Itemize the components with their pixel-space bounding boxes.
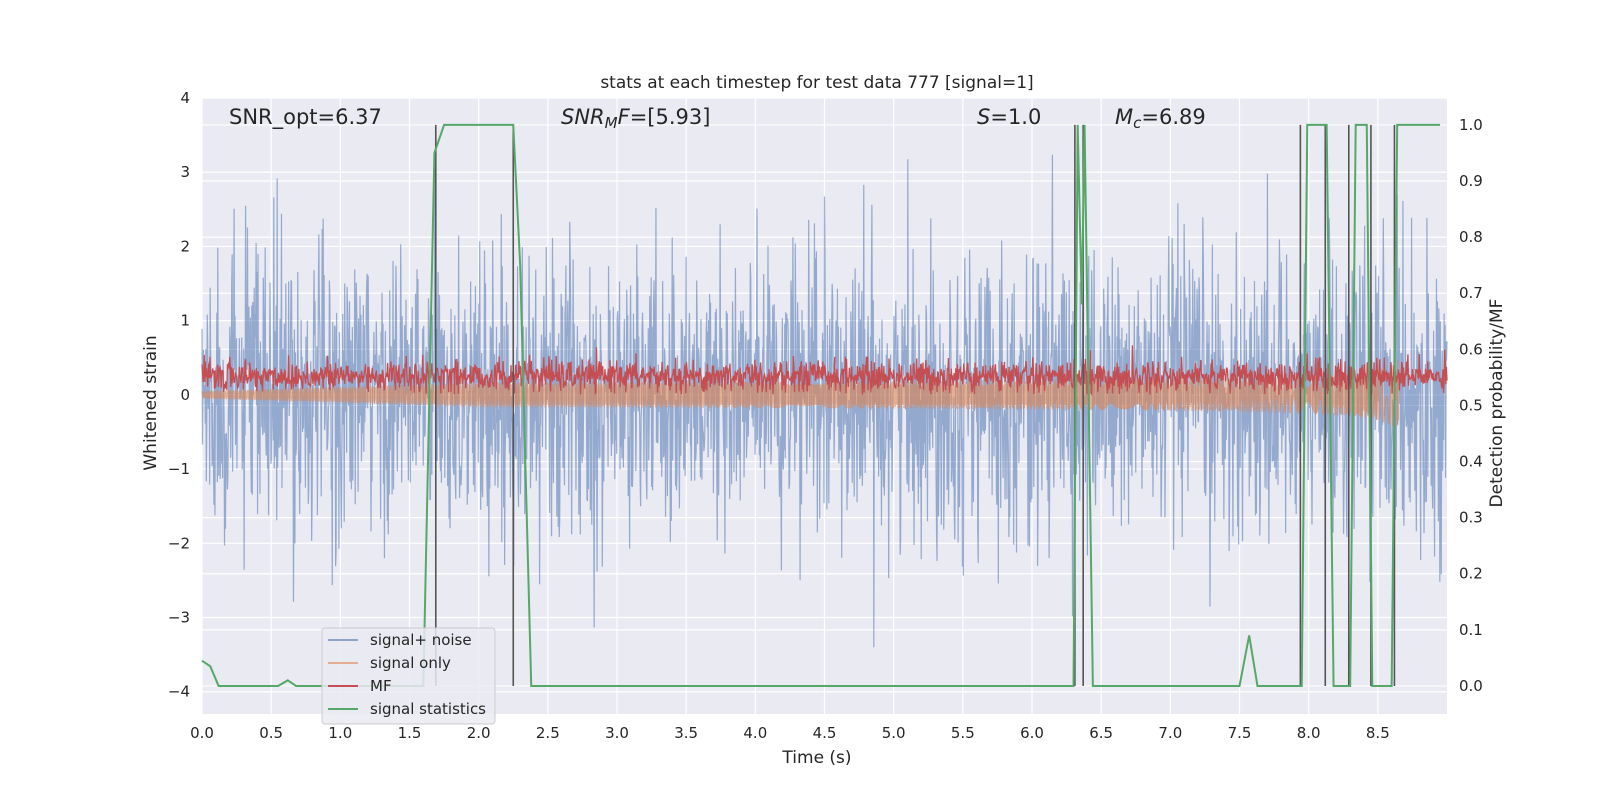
y-right-tick-label: 0.0 — [1459, 677, 1483, 695]
snr-mf-sub: M — [605, 114, 618, 132]
y-right-tick-label: 0.5 — [1459, 396, 1483, 414]
x-tick-label: 3.5 — [674, 724, 698, 742]
legend-label-signal-statistics: signal statistics — [370, 700, 486, 718]
x-tick-label: 7.5 — [1228, 724, 1252, 742]
legend: signal+ noise signal only MF signal stat… — [321, 627, 496, 725]
x-tick-label: 1.5 — [398, 724, 422, 742]
x-tick-label: 5.0 — [882, 724, 906, 742]
series-signal-only — [201, 360, 1400, 428]
y-right-tick-label: 0.2 — [1459, 565, 1483, 583]
snr-mf-value: =[5.93] — [630, 105, 711, 129]
x-tick-label: 8.5 — [1366, 724, 1390, 742]
x-tick-label: 1.0 — [328, 724, 352, 742]
snr-mf-base: SNR — [561, 105, 605, 129]
y-right-tick-label: 0.4 — [1459, 453, 1483, 471]
y-right-tick-label: 0.7 — [1459, 284, 1483, 302]
plot-area — [201, 97, 1448, 714]
x-tick-label: 4.0 — [743, 724, 767, 742]
x-tick-label: 2.0 — [467, 724, 491, 742]
y-left-tick-label: 3 — [180, 163, 190, 181]
snr-mf-tail: F — [618, 105, 631, 129]
y-left-tick-label: −2 — [168, 534, 190, 552]
y-right-tick-label: 1.0 — [1459, 116, 1483, 134]
y-left-tick-label: 2 — [180, 237, 190, 255]
x-tick-label: 7.0 — [1158, 724, 1182, 742]
y-left-tick-label: −4 — [168, 683, 190, 701]
y-left-tick-label: −3 — [168, 609, 190, 627]
y-right-tick-label: 0.6 — [1459, 340, 1483, 358]
y-axis-title-left: Whitened strain — [141, 335, 161, 470]
mc-value: =6.89 — [1141, 105, 1205, 129]
x-tick-label: 6.0 — [1020, 724, 1044, 742]
mc-sub: c — [1133, 114, 1142, 132]
legend-label-signal-noise: signal+ noise — [370, 631, 472, 649]
annotation-mc: Mc=6.89 — [1115, 105, 1206, 132]
x-tick-label: 4.5 — [813, 724, 837, 742]
y-left-tick-label: 1 — [180, 312, 190, 330]
x-tick-label: 6.5 — [1089, 724, 1113, 742]
legend-box — [321, 627, 496, 725]
s-value: =1.0 — [990, 105, 1041, 129]
annotation-snr-mf: SNRMF=[5.93] — [561, 105, 710, 132]
chart-title: stats at each timestep for test data 777… — [600, 73, 1033, 93]
y-left-tick-label: 0 — [180, 386, 190, 404]
legend-label-signal-only: signal only — [370, 654, 451, 672]
x-tick-label: 5.5 — [951, 724, 975, 742]
annotation-snr-opt: SNR_opt=6.37 — [229, 105, 382, 130]
y-right-tick-label: 0.3 — [1459, 509, 1483, 527]
y-axis-title-right: Detection probability/MF — [1487, 299, 1507, 508]
series-signal-statistics — [201, 123, 1441, 687]
x-tick-label: 3.0 — [605, 724, 629, 742]
y-right-tick-label: 0.9 — [1459, 172, 1483, 190]
y-left-tick-label: −1 — [168, 460, 190, 478]
annotation-s: S=1.0 — [977, 105, 1041, 129]
x-tick-label: 0.5 — [259, 724, 283, 742]
s-symbol: S — [977, 105, 990, 129]
y-left-tick-label: 4 — [180, 89, 190, 107]
mc-symbol: M — [1115, 105, 1133, 129]
y-right-tick-label: 0.8 — [1459, 228, 1483, 246]
x-tick-label: 8.0 — [1297, 724, 1321, 742]
y-right-tick-label: 0.1 — [1459, 621, 1483, 639]
x-tick-label: 0.0 — [190, 724, 214, 742]
legend-label-mf: MF — [370, 677, 392, 695]
x-axis-title: Time (s) — [781, 748, 851, 768]
x-tick-label: 2.5 — [536, 724, 560, 742]
series-mf — [201, 345, 1448, 397]
